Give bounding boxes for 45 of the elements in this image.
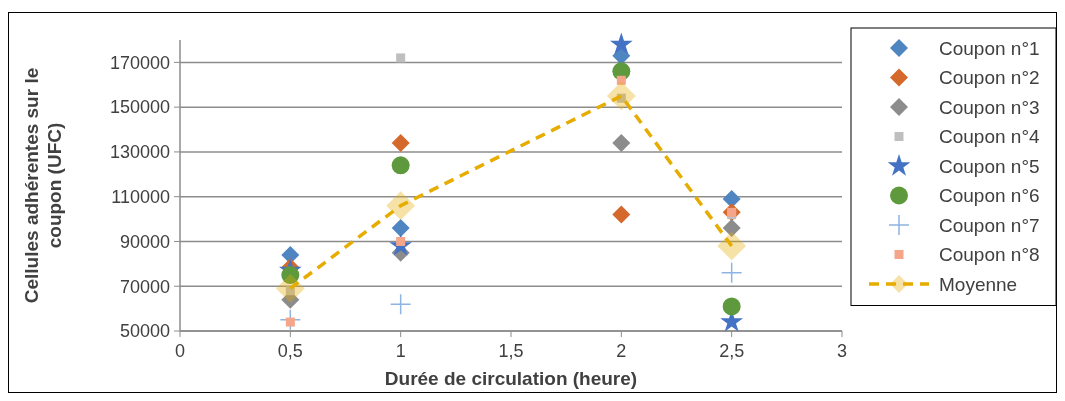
point — [389, 293, 412, 315]
point — [285, 317, 295, 327]
x-tick-label: 1 — [395, 341, 406, 361]
y-tick-label: 150000 — [109, 97, 170, 118]
x-axis-title: Durée de circulation (heure) — [384, 368, 638, 389]
point — [391, 219, 410, 238]
x-tick-label: 2,5 — [719, 341, 745, 361]
point — [279, 309, 302, 331]
point — [722, 219, 741, 238]
point — [717, 231, 747, 261]
point — [720, 262, 743, 284]
x-tick-label: 1,5 — [498, 341, 524, 361]
point — [612, 133, 631, 152]
point — [722, 189, 741, 208]
point — [275, 274, 305, 303]
legend-label: Coupon n°5 — [939, 155, 1040, 177]
legend-label: Coupon n°8 — [939, 244, 1040, 266]
point — [616, 75, 626, 85]
x-tick-label: 0 — [174, 341, 186, 361]
x-tick-label: 3 — [836, 341, 848, 361]
y-tick-label: 90000 — [119, 231, 170, 252]
legend-label: Coupon n°1 — [939, 37, 1040, 59]
x-tick-label: 2 — [616, 341, 627, 361]
y-tick-label: 170000 — [109, 52, 170, 73]
y-tick-label: 50000 — [119, 321, 170, 342]
point — [391, 133, 410, 152]
x-tick-label: 0,5 — [277, 341, 303, 361]
point — [396, 53, 406, 63]
point — [612, 205, 631, 224]
y-axis-title: Cellules adhérentes sur le coupon (UFC) — [21, 67, 65, 304]
legend-label: Coupon n°6 — [939, 185, 1040, 207]
point — [281, 266, 300, 285]
y-tick-label: 70000 — [119, 276, 170, 297]
point — [606, 81, 636, 111]
legend-label: Coupon n°2 — [939, 67, 1040, 89]
point — [609, 32, 633, 55]
point — [386, 191, 416, 221]
legend-label: Coupon n°4 — [939, 126, 1040, 148]
legend-label: Coupon n°3 — [939, 96, 1040, 118]
point — [722, 297, 741, 316]
legend-label: Moyenne — [939, 273, 1018, 295]
legend-label: Coupon n°7 — [939, 214, 1040, 236]
y-tick-label: 130000 — [109, 142, 170, 163]
y-tick-label: 110000 — [111, 186, 170, 207]
point — [391, 156, 410, 175]
